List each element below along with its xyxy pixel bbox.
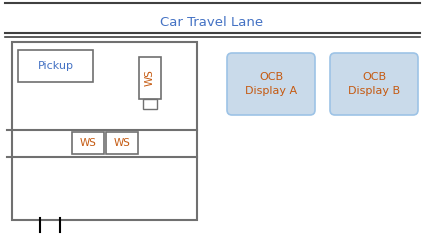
FancyBboxPatch shape [227,53,315,115]
Bar [106,132,138,154]
Text: OCB
Display A: OCB Display A [245,72,297,96]
Text: WS: WS [145,69,155,86]
Bar [139,57,161,99]
Bar [18,50,93,82]
Bar [12,42,197,220]
Text: Car Travel Lane: Car Travel Lane [160,16,264,30]
Text: Pickup: Pickup [37,61,74,71]
FancyBboxPatch shape [330,53,418,115]
Bar [72,132,104,154]
Text: OCB
Display B: OCB Display B [348,72,400,96]
Text: WS: WS [113,138,130,148]
Text: WS: WS [79,138,96,148]
Bar [143,99,157,109]
